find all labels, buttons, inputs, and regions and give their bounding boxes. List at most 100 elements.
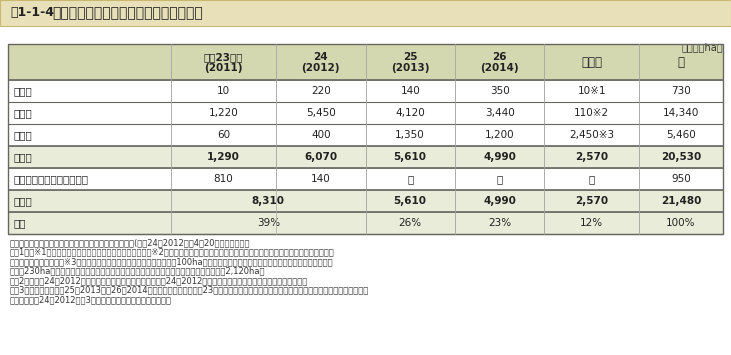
Bar — [639, 168, 723, 190]
Bar — [171, 190, 366, 212]
Text: 2,570: 2,570 — [575, 196, 608, 206]
Text: 20,530: 20,530 — [661, 152, 701, 162]
Bar — [455, 124, 545, 146]
Bar — [545, 212, 639, 234]
Text: 計: 計 — [678, 55, 684, 69]
Bar — [171, 146, 276, 168]
Bar — [639, 44, 723, 80]
Text: 2,570: 2,570 — [575, 152, 608, 162]
Bar — [366, 80, 455, 102]
Text: 10: 10 — [217, 86, 230, 96]
Bar — [0, 0, 731, 26]
Text: 400: 400 — [311, 130, 330, 140]
Text: 割合: 割合 — [13, 218, 26, 228]
Text: 5,460: 5,460 — [666, 130, 696, 140]
Text: 3）　岩手県の平成25（2013）、26（2014）年度の区分は、「平成23年度　復興実施計画の施策体系・事業に基づく推進状況（暫定版）」: 3） 岩手県の平成25（2013）、26（2014）年度の区分は、「平成23年度… — [10, 285, 369, 295]
Bar — [171, 124, 276, 146]
Text: 220: 220 — [311, 86, 330, 96]
Bar — [276, 124, 366, 146]
Bar — [545, 168, 639, 190]
Bar — [455, 102, 545, 124]
Bar — [455, 44, 545, 80]
Text: 注：1）　※1は農地の転用等により復旧不要となった地域、※2は海水が侵入しているなど被害が甚大な農地の一部で、別途復旧工法等の検: 注：1） ※1は農地の転用等により復旧不要となった地域、※2は海水が侵入している… — [10, 247, 335, 257]
Bar — [8, 44, 171, 80]
Bar — [366, 190, 455, 212]
Text: (2012): (2012) — [302, 63, 340, 73]
Bar — [639, 190, 723, 212]
Text: 福島県: 福島県 — [13, 130, 31, 140]
Text: 350: 350 — [490, 86, 510, 96]
Text: 14,340: 14,340 — [663, 108, 699, 118]
Text: ３県計: ３県計 — [13, 152, 31, 162]
Text: 資料：農林水産省「農業・農村の復興マスタープラン」(平成24（2012）年4月20日版）より作成: 資料：農林水産省「農業・農村の復興マスタープラン」(平成24（2012）年4月2… — [10, 238, 251, 247]
Text: 2,450※3: 2,450※3 — [569, 130, 614, 140]
Text: 1,350: 1,350 — [395, 130, 425, 140]
Bar — [639, 80, 723, 102]
Text: 1,220: 1,220 — [208, 108, 238, 118]
Text: －: － — [588, 174, 595, 184]
Text: 4,990: 4,990 — [483, 196, 516, 206]
Bar — [8, 80, 171, 102]
Bar — [8, 212, 171, 234]
Bar — [545, 124, 639, 146]
Text: ６県計: ６県計 — [13, 196, 31, 206]
Text: 25: 25 — [403, 52, 417, 62]
Bar — [171, 44, 276, 80]
Bar — [366, 102, 455, 124]
Text: 26%: 26% — [398, 218, 422, 228]
Bar — [276, 168, 366, 190]
Text: 730: 730 — [671, 86, 691, 96]
Bar — [366, 212, 455, 234]
Text: 5,450: 5,450 — [306, 108, 336, 118]
Text: 6,070: 6,070 — [304, 152, 338, 162]
Bar — [455, 146, 545, 168]
Text: 3,440: 3,440 — [485, 108, 515, 118]
Text: 100%: 100% — [666, 218, 696, 228]
Text: 39%: 39% — [257, 218, 280, 228]
Bar — [366, 44, 455, 80]
Text: 60: 60 — [217, 130, 230, 140]
Text: 平成23年度: 平成23年度 — [204, 52, 243, 62]
Bar — [8, 168, 171, 190]
Text: 4,120: 4,120 — [395, 108, 425, 118]
Text: 26: 26 — [492, 52, 507, 62]
Bar — [545, 80, 639, 102]
Bar — [171, 168, 276, 190]
Bar — [276, 80, 366, 102]
Text: 950: 950 — [671, 174, 691, 184]
Bar — [639, 146, 723, 168]
Text: 5,610: 5,610 — [394, 152, 427, 162]
Text: 5,610: 5,610 — [394, 196, 427, 206]
Text: －: － — [496, 174, 503, 184]
Bar — [8, 124, 171, 146]
Text: 810: 810 — [213, 174, 233, 184]
Text: 230ha、東電福島第一原発の事故に係る警戒区域及び新たな避難指示区域の農地面積2,120ha。: 230ha、東電福島第一原発の事故に係る警戒区域及び新たな避難指示区域の農地面積… — [10, 267, 265, 275]
Text: 表1-1-4: 表1-1-4 — [10, 6, 54, 20]
Text: 4,990: 4,990 — [483, 152, 516, 162]
Text: 24: 24 — [314, 52, 328, 62]
Text: 21,480: 21,480 — [661, 196, 701, 206]
Bar — [276, 44, 366, 80]
Text: (2011): (2011) — [204, 63, 243, 73]
Text: 12%: 12% — [580, 218, 603, 228]
Text: 年度ごとの営農再開可能面積の見通し: 年度ごとの営農再開可能面積の見通し — [52, 6, 202, 20]
Text: 1,200: 1,200 — [485, 130, 515, 140]
Bar — [8, 44, 723, 234]
Bar — [455, 80, 545, 102]
Bar — [366, 124, 455, 146]
Text: －: － — [407, 174, 413, 184]
Bar — [171, 80, 276, 102]
Text: （平成24（2012）年3月、岩手県復興局）に基づくもの。: （平成24（2012）年3月、岩手県復興局）に基づくもの。 — [10, 295, 172, 304]
Text: 2）　平成24（2012）年度の営農再開可能面積には、平成24（2012）年度当初に除塩等を行う予定の農地を含む。: 2） 平成24（2012）年度の営農再開可能面積には、平成24（2012）年度当… — [10, 276, 308, 285]
Bar — [8, 146, 171, 168]
Bar — [276, 102, 366, 124]
Bar — [545, 102, 639, 124]
Bar — [639, 102, 723, 124]
Bar — [276, 146, 366, 168]
Bar — [8, 190, 171, 212]
Text: その他: その他 — [581, 55, 602, 69]
Text: 140: 140 — [311, 174, 330, 184]
Text: 1,290: 1,290 — [207, 152, 240, 162]
Bar — [171, 212, 366, 234]
Text: 140: 140 — [401, 86, 420, 96]
